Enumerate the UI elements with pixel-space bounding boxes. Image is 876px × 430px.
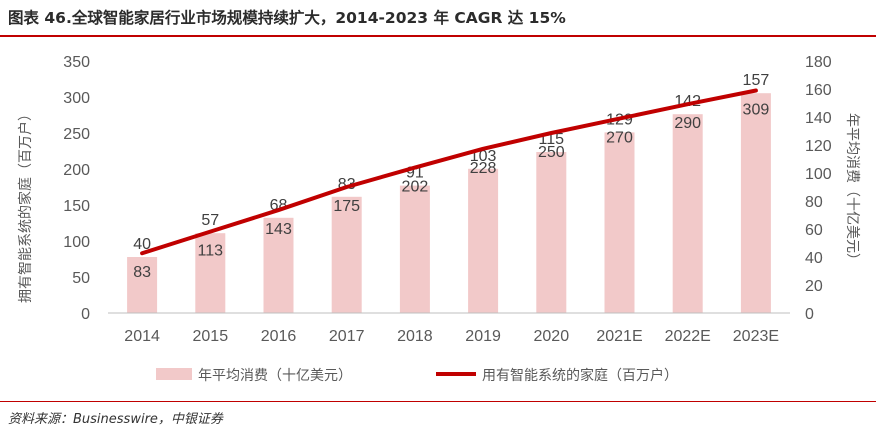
bar-2019 [468,168,499,313]
source-note: 资料来源：Businesswire，中银证券 [8,412,223,427]
right-axis-title: 年平均消费（十亿美元） [844,113,860,267]
right-tick-160: 160 [805,82,832,99]
bar-2022E [672,114,703,313]
x-tick-2020: 2020 [534,328,570,345]
left-tick-150: 150 [63,198,90,215]
left-tick-350: 350 [63,54,90,71]
bar-2014 [127,257,158,313]
x-tick-2019: 2019 [465,328,501,345]
right-tick-40: 40 [805,250,823,267]
right-tick-80: 80 [805,194,823,211]
right-tick-60: 60 [805,222,823,239]
x-tick-2016: 2016 [261,328,297,345]
bar-2015 [195,233,226,313]
households-line [140,88,758,256]
line-label-2022E: 290 [674,115,701,132]
bar-2016 [263,217,294,313]
chart-title: 图表 46.全球智能家居行业市场规模持续扩大，2014-2023 年 CAGR … [8,9,566,27]
left-tick-200: 200 [63,162,90,179]
right-tick-180: 180 [805,54,832,71]
right-tick-20: 20 [805,278,823,295]
line-label-2023E: 309 [743,102,770,119]
bar-2023E [740,93,771,313]
left-tick-300: 300 [63,90,90,107]
left-tick-250: 250 [63,126,90,143]
bar-2018 [399,185,430,313]
right-tick-140: 140 [805,110,832,127]
right-tick-0: 0 [805,306,814,323]
left-tick-0: 0 [81,306,90,323]
title-divider [0,35,876,37]
line-label-2018: 202 [402,179,429,196]
bar-2017 [331,196,362,313]
legend-bar-label: 年平均消费（十亿美元） [198,368,352,384]
left-tick-50: 50 [72,270,90,287]
bar-2021E [604,132,635,313]
x-tick-2014: 2014 [124,328,160,345]
legend: 年平均消费（十亿美元） 用有智能系统的家庭（百万户） [156,367,678,384]
x-tick-2023E: 2023E [733,328,779,345]
footer-divider [0,401,876,402]
x-tick-2022E: 2022E [665,328,711,345]
right-tick-100: 100 [805,166,832,183]
left-axis-title: 拥有智能系统的家庭（百万户） [17,107,34,303]
x-tick-2018: 2018 [397,328,433,345]
legend-bar-swatch [156,368,192,380]
bar-label-2014: 40 [133,236,151,253]
legend-line-label: 用有智能系统的家庭（百万户） [482,367,678,384]
bar-label-2015: 57 [201,212,219,229]
x-tick-2017: 2017 [329,328,365,345]
line-label-2020: 250 [538,144,565,161]
x-tick-2015: 2015 [193,328,229,345]
line-label-2016: 143 [265,221,292,238]
line-label-2021E: 270 [606,130,633,147]
line-label-2019: 228 [470,160,497,177]
line-label-2015: 113 [198,243,224,260]
x-tick-2021E: 2021E [596,328,642,345]
line-label-2017: 175 [333,198,360,215]
right-tick-120: 120 [805,138,832,155]
line-label-2014: 83 [133,264,151,281]
bar-label-2023E: 157 [743,72,770,89]
left-tick-100: 100 [63,234,90,251]
bar-2020 [536,152,567,313]
